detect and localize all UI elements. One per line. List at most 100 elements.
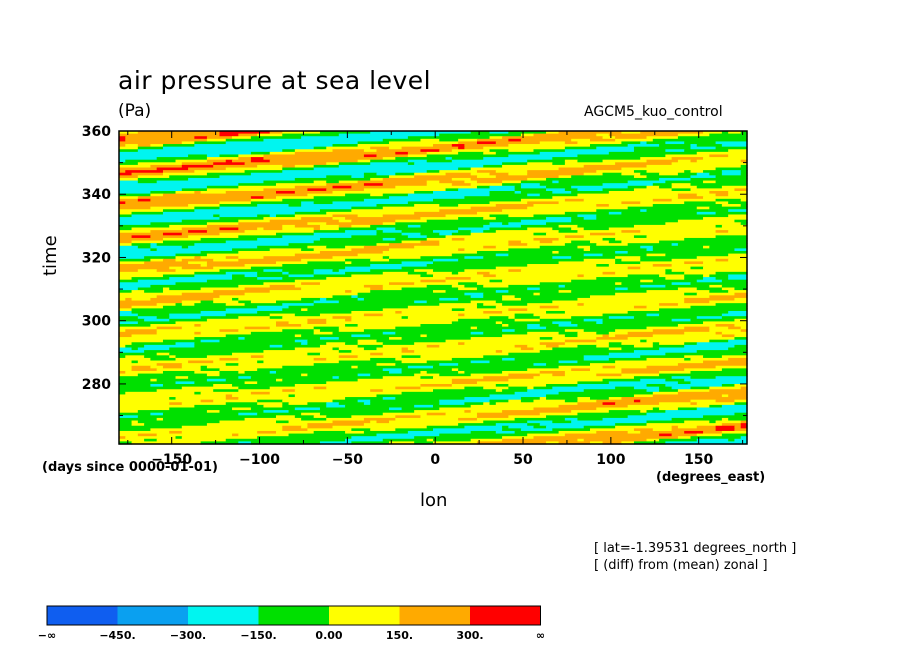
heatmap-cell — [119, 183, 239, 187]
heatmap-cell — [671, 258, 717, 263]
heatmap-cell — [690, 282, 748, 286]
heatmap-cell — [169, 402, 183, 406]
heatmap-cell — [690, 305, 748, 309]
heatmap-cell — [376, 172, 396, 176]
heatmap-cell — [206, 159, 227, 163]
heatmap-cell — [615, 232, 748, 236]
heatmap-cell — [495, 350, 503, 354]
heatmap-cell — [734, 297, 748, 302]
heatmap-cell — [238, 441, 252, 445]
heatmap-cell — [351, 350, 403, 354]
heatmap-cell — [119, 310, 133, 315]
heatmap-cell — [677, 243, 748, 247]
heatmap-cell — [345, 404, 415, 409]
heatmap-cell — [382, 284, 428, 289]
heatmap-cell — [257, 277, 283, 281]
heatmap-cell — [382, 331, 396, 336]
heatmap-cell — [721, 404, 748, 409]
heatmap-cell — [301, 412, 321, 416]
heatmap-cell — [376, 149, 422, 153]
heatmap-cell — [646, 326, 685, 330]
heatmap-cell — [382, 256, 390, 260]
heatmap-cell — [677, 287, 698, 291]
heatmap-cell — [671, 428, 717, 432]
heatmap-cell — [225, 167, 283, 171]
heatmap-cell — [665, 154, 710, 158]
colorbar-swatch — [399, 606, 471, 625]
heatmap-cell — [250, 151, 271, 156]
heatmap-cell — [332, 201, 409, 205]
heatmap-cell — [690, 188, 736, 192]
heatmap-cell — [238, 433, 290, 437]
heatmap-cell — [119, 243, 133, 247]
heatmap-cell — [514, 417, 566, 422]
heatmap-cell — [389, 248, 459, 252]
heatmap-cell — [156, 352, 170, 356]
heatmap-cell — [684, 300, 710, 304]
heatmap-cell — [577, 360, 616, 364]
heatmap-cell — [671, 318, 692, 323]
heatmap-cell — [533, 133, 597, 137]
heatmap-cell — [125, 436, 177, 440]
heatmap-cell — [715, 201, 729, 205]
heatmap-cell — [250, 355, 265, 359]
heatmap-cell — [162, 365, 183, 369]
heatmap-cell — [420, 370, 428, 375]
heatmap-cell — [407, 201, 491, 205]
heatmap-cell — [156, 378, 208, 382]
heatmap-cell — [646, 141, 666, 145]
heatmap-cell — [156, 248, 233, 252]
heatmap-cell — [351, 436, 415, 440]
heatmap-cell — [426, 425, 465, 429]
heatmap-cell — [596, 407, 654, 411]
heatmap-cell — [257, 204, 290, 208]
heatmap-cell — [376, 394, 491, 398]
heatmap-cell — [439, 240, 509, 244]
heatmap-cell — [728, 438, 736, 442]
heatmap-cell — [219, 420, 277, 424]
heatmap-cell — [363, 329, 503, 333]
heatmap-cell — [734, 412, 748, 416]
heatmap-cell — [608, 342, 622, 346]
heatmap-cell — [445, 290, 497, 294]
heatmap-cell — [301, 201, 315, 205]
heatmap-cell — [307, 261, 346, 265]
heatmap-cell — [332, 425, 428, 429]
heatmap-cell — [583, 274, 629, 278]
heatmap-cell — [313, 331, 334, 336]
heatmap-cell — [307, 423, 365, 427]
heatmap-cell — [357, 295, 472, 299]
heatmap-cell — [665, 141, 685, 145]
heatmap-cell — [489, 316, 509, 320]
heatmap-cell — [175, 258, 183, 263]
heatmap-cell — [282, 170, 428, 174]
heatmap-cell — [225, 363, 239, 367]
heatmap-cell — [577, 344, 597, 349]
heatmap-cell — [119, 391, 126, 396]
heatmap-cell — [119, 274, 164, 278]
heatmap-cell — [646, 365, 717, 369]
heatmap-cell — [250, 391, 271, 396]
heatmap-cell — [351, 441, 390, 445]
heatmap-cell — [119, 214, 133, 218]
heatmap-cell — [740, 420, 748, 424]
heatmap-cell — [119, 237, 164, 242]
heatmap-cell — [533, 204, 597, 208]
heatmap-cell — [200, 256, 227, 260]
heatmap-cell — [119, 357, 151, 362]
heatmap-cell — [709, 284, 723, 289]
heatmap-cell — [407, 430, 472, 435]
heatmap-cell — [119, 303, 158, 307]
heatmap-cell — [677, 219, 736, 223]
heatmap-cell — [345, 430, 365, 435]
heatmap-cell — [615, 402, 660, 406]
heatmap-cell — [238, 357, 315, 362]
heatmap-cell — [451, 271, 459, 276]
heatmap-cell — [119, 363, 158, 367]
colorbar-label: ∞ — [536, 629, 545, 642]
heatmap-cell — [451, 157, 484, 161]
heatmap-cell — [389, 256, 422, 260]
heatmap-cell — [219, 201, 252, 205]
heatmap-cell — [194, 331, 202, 336]
